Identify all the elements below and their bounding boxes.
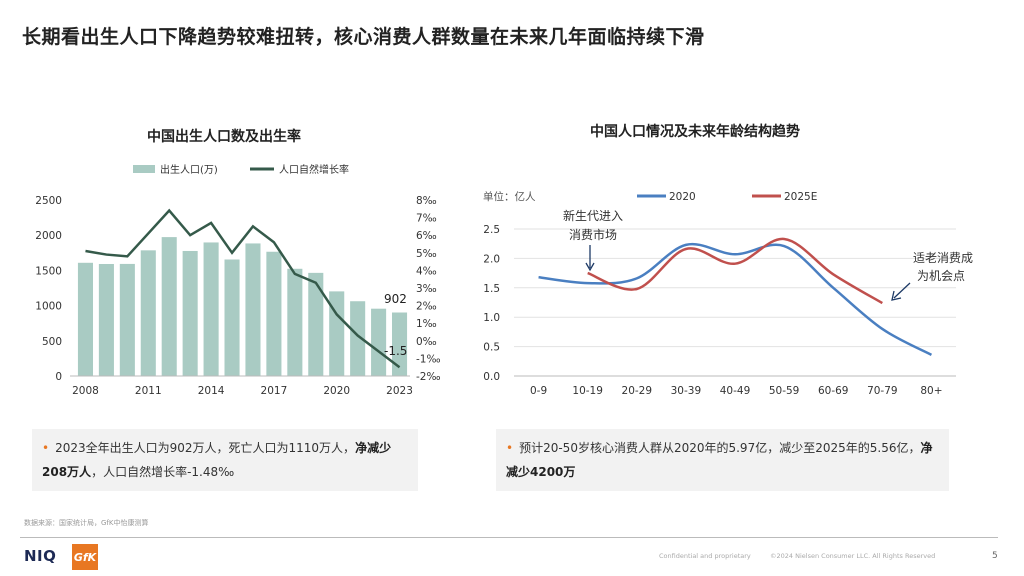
bar-2020 — [329, 291, 345, 376]
bar-2023 — [391, 312, 408, 376]
x-tick-30-39: 30-39 — [671, 385, 702, 397]
left-note-text1: 2023全年出生人口为902万人，死亡人口为1110万人， — [55, 441, 356, 455]
unit-label: 单位：亿人 — [483, 190, 536, 203]
right-note: • 预计20-50岁核心消费人群从2020年的5.97亿，减少至2025年的5.5… — [496, 429, 949, 491]
x-tick-40-49: 40-49 — [720, 385, 751, 397]
y-tick: 0.5 — [483, 342, 500, 354]
right-y-tick: 1‰ — [416, 318, 437, 330]
right-y-tick: 8‰ — [416, 195, 437, 207]
x-tick-0-9: 0-9 — [530, 385, 547, 397]
confidential-note: Confidential and proprietary — [659, 552, 751, 560]
left-note-text2: ，人口自然增长率-1.48‰ — [91, 465, 235, 479]
x-tick-70-79: 70-79 — [867, 385, 898, 397]
x-tick-2023: 2023 — [386, 385, 413, 397]
left-chart-title: 中国出生人口数及出生率 — [147, 129, 301, 145]
x-tick-2020: 2020 — [323, 385, 350, 397]
left-note: • 2023全年出生人口为902万人，死亡人口为1110万人，净减少208万人，人… — [32, 429, 418, 491]
annotation-elderly-1: 适老消费成 — [913, 251, 973, 265]
bar-2017 — [266, 251, 282, 376]
bar-2009 — [98, 263, 114, 376]
legend-2020-label: 2020 — [669, 191, 696, 203]
x-tick-50-59: 50-59 — [769, 385, 800, 397]
left-y-tick: 2500 — [35, 195, 62, 207]
legend-line-label: 人口自然增长率 — [279, 163, 349, 176]
annotation-new-gen-2: 消费市场 — [569, 227, 617, 242]
line-2025E — [587, 237, 883, 305]
bar-2021 — [350, 301, 366, 376]
annotation-new-gen-1: 新生代进入 — [563, 208, 623, 223]
x-tick-2017: 2017 — [261, 385, 288, 397]
arrow-elderly — [893, 282, 911, 299]
left-y-tick: 1000 — [35, 301, 62, 313]
line-2020 — [538, 242, 933, 356]
legend-2025-label: 2025E — [784, 191, 817, 203]
right-y-tick: 6‰ — [416, 230, 437, 242]
right-note-bold: 净减少4200万 — [506, 441, 933, 479]
x-tick-80+: 80+ — [920, 385, 942, 397]
right-y-tick: 0‰ — [416, 336, 437, 348]
right-chart-title: 中国人口情况及未来年龄结构趋势 — [590, 124, 800, 140]
bar-2019 — [308, 272, 324, 376]
y-tick: 2.0 — [483, 253, 500, 265]
right-y-tick: 4‰ — [416, 265, 437, 277]
arrow-elderly-head — [891, 290, 902, 301]
x-tick-20-29: 20-29 — [622, 385, 653, 397]
x-tick-2011: 2011 — [135, 385, 162, 397]
y-tick: 2.5 — [483, 224, 500, 236]
right-y-tick: 3‰ — [416, 283, 437, 295]
right-y-tick: 2‰ — [416, 301, 437, 313]
bar-2011 — [140, 250, 156, 376]
y-tick: 0.0 — [483, 371, 500, 383]
legend-bar-label: 出生人口(万) — [160, 163, 218, 176]
bar-2010 — [119, 263, 135, 376]
bar-2018 — [287, 268, 303, 376]
left-y-tick: 2000 — [35, 230, 62, 242]
copyright: ©2024 Nielsen Consumer LLC. All Rights R… — [770, 552, 936, 560]
annotation-elderly-2: 为机会点 — [917, 269, 965, 283]
data-source: 数据来源：国家统计局，GfK中怡康测算 — [24, 519, 149, 527]
bar-2014 — [203, 242, 219, 376]
bar-2008 — [77, 262, 94, 376]
left-note-bullet: • — [42, 441, 50, 455]
bar-2013 — [182, 250, 198, 376]
footer-divider — [20, 537, 998, 538]
growth-rate-line — [85, 208, 401, 369]
left-note-bold: 净减少208万人 — [42, 441, 392, 479]
x-tick-60-69: 60-69 — [818, 385, 849, 397]
last-bar-annotation: 902 — [384, 292, 407, 306]
niq-logo: NIQ — [24, 547, 57, 565]
last-rate-annotation: -1.5 — [384, 344, 407, 358]
arrow-new-gen-head — [585, 262, 595, 272]
left-y-tick: 500 — [42, 336, 62, 348]
right-note-text1: 预计20-50岁核心消费人群从2020年的5.97亿，减少至2025年的5.56… — [519, 441, 921, 455]
bar-2016 — [245, 243, 261, 376]
right-y-tick: 5‰ — [416, 248, 437, 260]
bar-2012 — [161, 237, 177, 376]
legend-bar-swatch — [133, 165, 155, 173]
page-title: 长期看出生人口下降趋势较难扭转，核心消费人群数量在未来几年面临持续下滑 — [22, 26, 705, 48]
left-y-tick: 1500 — [35, 265, 62, 277]
right-y-tick: -2‰ — [416, 371, 441, 383]
bar-2022 — [371, 308, 387, 376]
right-y-tick: -1‰ — [416, 353, 441, 365]
y-tick: 1.5 — [483, 283, 500, 295]
bar-2015 — [224, 259, 240, 376]
right-y-tick: 7‰ — [416, 213, 437, 225]
gfk-logo: GfK — [72, 544, 98, 570]
right-note-bullet: • — [506, 441, 514, 455]
x-tick-2008: 2008 — [72, 385, 99, 397]
x-tick-2014: 2014 — [198, 385, 225, 397]
y-tick: 1.0 — [483, 312, 500, 324]
x-tick-10-19: 10-19 — [572, 385, 603, 397]
left-y-tick: 0 — [55, 371, 62, 383]
page-number: 5 — [992, 551, 998, 561]
